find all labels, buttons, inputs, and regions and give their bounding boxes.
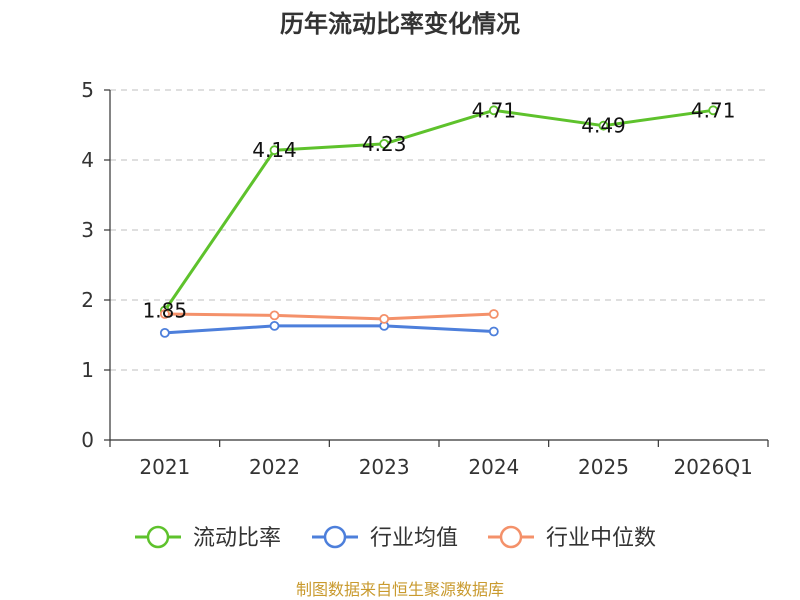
x-tick-label: 2021 [139, 455, 190, 479]
y-tick-label: 3 [81, 218, 94, 242]
y-tick-label: 4 [81, 148, 94, 172]
y-tick-label: 2 [81, 288, 94, 312]
x-tick-label: 2024 [468, 455, 519, 479]
legend-marker [146, 525, 170, 549]
y-tick-label: 0 [81, 428, 94, 452]
data-point [488, 105, 499, 116]
y-tick-label: 5 [81, 78, 94, 102]
data-point [379, 138, 390, 149]
data-point [488, 309, 499, 319]
x-tick-label: 2023 [359, 455, 410, 479]
legend-marker [323, 525, 347, 549]
data-label: 4.14 [252, 138, 297, 162]
data-label: 4.71 [691, 98, 736, 122]
data-point [598, 120, 609, 131]
legend: 流动比率 行业均值 行业中位数 [135, 525, 656, 551]
data-label: 4.23 [362, 132, 407, 156]
x-axis-ticks: 2021 2022 2023 2024 2025 2026Q1 [109, 440, 769, 479]
data-point [269, 145, 280, 156]
data-point [488, 326, 499, 337]
series-line-2 [164, 312, 494, 321]
legend-marker [499, 525, 523, 549]
data-label: 1.85 [143, 299, 188, 323]
data-label: 4.49 [581, 114, 626, 138]
series-line-0 [163, 108, 714, 312]
data-point [379, 313, 390, 324]
series-line-1 [164, 324, 494, 335]
y-tick-label: 1 [81, 358, 94, 382]
data-point [708, 105, 719, 116]
source-note: 制图数据来自恒生聚源数据库 [296, 580, 504, 599]
data-labels: 1.85 4.14 4.23 4.71 4.49 4.71 [143, 98, 736, 322]
x-tick-label: 2026Q1 [673, 455, 752, 479]
data-label: 4.71 [472, 98, 517, 122]
data-point [159, 327, 170, 338]
x-tick-label: 2025 [578, 455, 629, 479]
axes [109, 90, 768, 441]
chart-title: 历年流动比率变化情况 [280, 10, 520, 38]
legend-label: 流动比率 [193, 526, 281, 551]
data-point [159, 309, 170, 319]
data-point [269, 320, 280, 331]
x-tick-label: 2022 [249, 455, 300, 479]
series-group [159, 105, 719, 338]
legend-label: 行业均值 [370, 526, 458, 551]
y-axis-ticks: 0 1 2 3 4 5 [81, 78, 110, 452]
data-point [269, 310, 280, 321]
legend-label: 行业中位数 [546, 526, 656, 551]
